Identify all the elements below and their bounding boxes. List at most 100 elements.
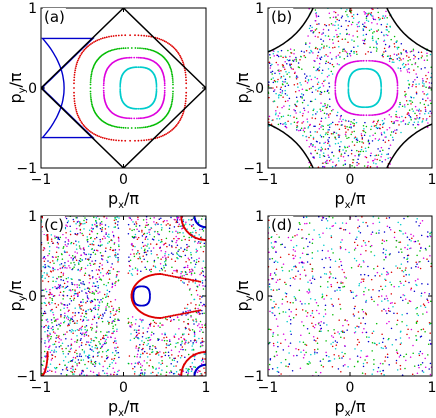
data-point — [143, 34, 146, 37]
data-point — [159, 317, 162, 319]
data-point — [191, 270, 194, 272]
data-point — [350, 152, 353, 155]
data-point — [133, 373, 136, 375]
data-point — [354, 136, 357, 138]
data-point — [164, 251, 167, 253]
data-point — [107, 320, 109, 323]
data-point — [195, 248, 198, 250]
data-point — [82, 124, 85, 126]
data-point — [98, 374, 100, 376]
data-point — [73, 266, 75, 268]
data-point — [42, 312, 45, 315]
data-point — [49, 363, 52, 365]
data-point — [152, 247, 155, 249]
data-point — [138, 329, 140, 331]
data-point — [339, 145, 341, 148]
data-point — [358, 150, 360, 153]
data-point — [79, 279, 81, 281]
data-point — [295, 76, 298, 79]
data-point — [140, 57, 143, 59]
data-point — [99, 222, 102, 224]
data-point — [109, 255, 111, 258]
data-point — [96, 249, 98, 251]
data-point — [203, 242, 206, 245]
data-point — [377, 11, 379, 14]
data-point — [81, 349, 84, 351]
data-point — [270, 288, 272, 291]
data-point — [310, 100, 313, 103]
data-point — [268, 121, 270, 123]
data-point — [181, 239, 183, 241]
data-point — [50, 335, 52, 338]
data-point — [373, 114, 376, 116]
data-point — [328, 86, 331, 88]
data-point — [172, 253, 174, 256]
data-point — [173, 335, 175, 337]
data-point — [351, 21, 354, 24]
data-point — [201, 309, 203, 312]
data-point — [166, 365, 168, 368]
data-point — [65, 277, 68, 280]
data-point — [375, 40, 377, 43]
data-point — [191, 310, 193, 313]
data-point — [401, 374, 404, 376]
data-point — [339, 55, 341, 58]
data-point — [328, 82, 330, 84]
data-point — [409, 356, 412, 358]
data-point — [64, 312, 66, 314]
data-point — [309, 314, 312, 317]
data-point — [91, 42, 94, 44]
data-point — [139, 372, 142, 375]
data-point — [303, 269, 306, 271]
data-point — [277, 69, 279, 72]
data-point — [176, 276, 179, 279]
blue-orbit — [41, 37, 95, 139]
data-point — [340, 241, 342, 243]
data-point — [143, 251, 146, 254]
data-point — [424, 112, 426, 115]
data-point — [377, 37, 380, 40]
data-point — [161, 273, 164, 276]
data-point — [381, 160, 383, 163]
data-point — [54, 355, 57, 358]
data-point — [142, 347, 144, 350]
data-point — [75, 292, 77, 295]
data-point — [184, 341, 187, 343]
data-point — [64, 251, 66, 253]
data-point — [297, 348, 300, 351]
data-point — [150, 372, 152, 374]
data-point — [365, 156, 368, 159]
data-point — [80, 337, 82, 340]
data-point — [76, 286, 79, 289]
data-point — [324, 309, 327, 311]
data-point — [59, 324, 62, 327]
data-point — [195, 311, 198, 314]
data-point — [280, 116, 283, 118]
data-point — [330, 133, 333, 135]
data-point — [422, 257, 425, 259]
data-point — [309, 362, 311, 364]
data-point — [286, 94, 288, 96]
data-point — [114, 222, 117, 225]
data-point — [60, 339, 62, 341]
data-point — [165, 41, 168, 43]
data-point — [306, 118, 308, 120]
data-point — [329, 16, 331, 19]
data-point — [118, 270, 120, 273]
data-point — [429, 115, 431, 118]
data-point — [180, 336, 182, 339]
data-point — [341, 351, 343, 354]
data-point — [85, 221, 88, 224]
data-point — [306, 327, 309, 330]
data-point — [310, 78, 313, 81]
data-point — [99, 241, 102, 243]
data-point — [398, 285, 400, 288]
data-point — [358, 140, 361, 143]
data-point — [62, 350, 64, 353]
data-point — [88, 275, 91, 277]
data-point — [187, 318, 189, 321]
data-point — [364, 22, 366, 24]
data-point — [295, 275, 297, 278]
data-point — [330, 22, 333, 25]
data-point — [408, 99, 411, 102]
